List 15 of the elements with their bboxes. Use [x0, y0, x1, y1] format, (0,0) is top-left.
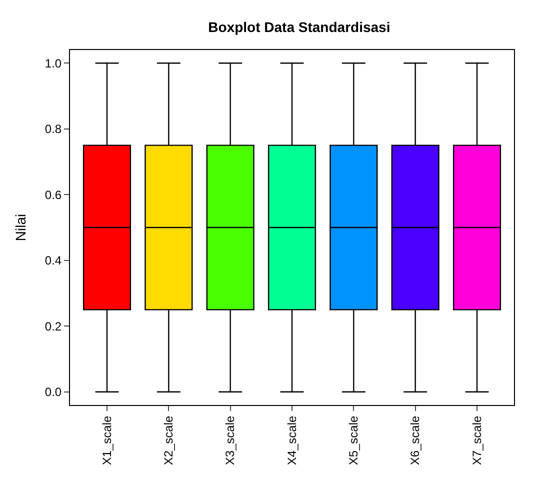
x-tick-label: X2_scale — [162, 415, 176, 466]
x-tick-label: X6_scale — [408, 415, 422, 466]
chart-title: Boxplot Data Standardisasi — [208, 19, 390, 36]
y-axis-title: Nilai — [12, 214, 29, 242]
x-tick-label: X7_scale — [470, 415, 484, 466]
y-tick-label: 0.6 — [44, 188, 62, 202]
y-tick-label: 0.0 — [44, 385, 62, 400]
x-tick-label: X3_scale — [223, 415, 238, 466]
x-tick-label: X1_scale — [100, 415, 114, 466]
y-tick-label: 0.4 — [44, 254, 62, 268]
x-tick-label: X5_scale — [346, 415, 361, 466]
y-tick-label: 0.2 — [44, 319, 62, 334]
x-tick-label: X4_scale — [284, 415, 299, 466]
y-tick-label: 0.8 — [44, 122, 62, 136]
y-tick-label: 1.0 — [44, 56, 62, 70]
